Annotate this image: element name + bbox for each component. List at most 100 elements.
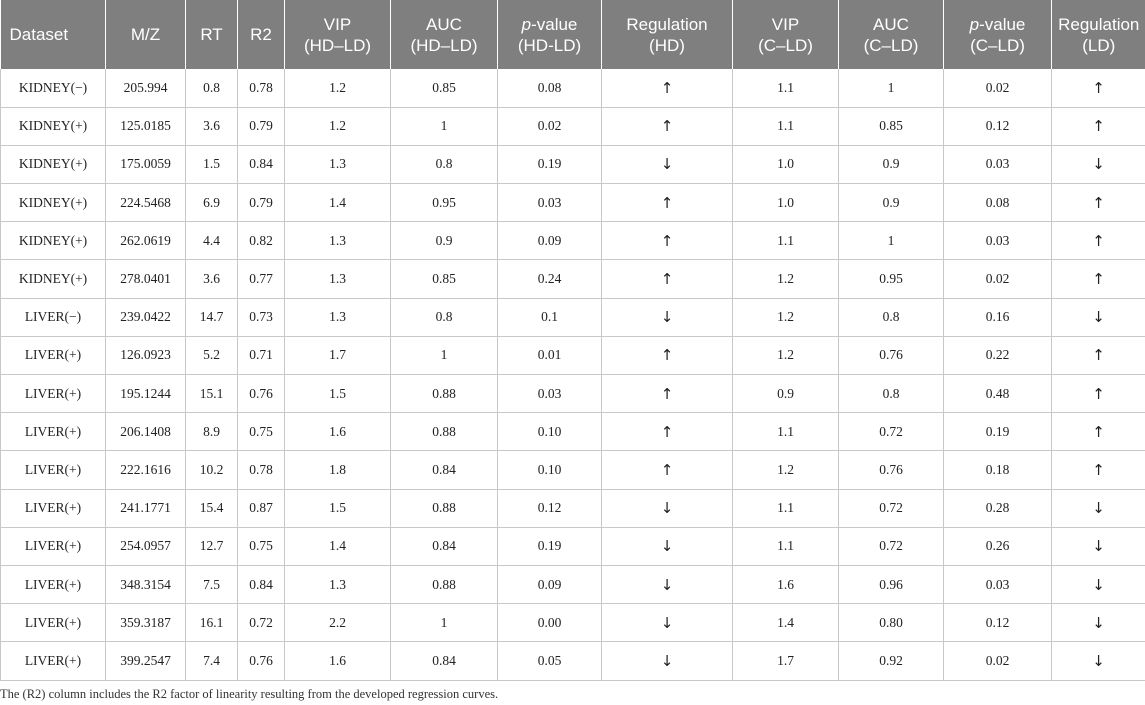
- column-header-7: Regulation (HD): [601, 0, 733, 69]
- table-cell: 0.84: [237, 565, 285, 605]
- table-cell: KIDNEY(+): [0, 107, 106, 146]
- table-cell: 6.9: [185, 183, 238, 223]
- table-cell: LIVER(+): [0, 412, 106, 452]
- table-row: KIDNEY(+) 262.0619 4.4 0.82 1.3 0.9 0.09 ↑ 1.1 1 0…: [0, 221, 1145, 261]
- table-cell: 0.02: [943, 641, 1052, 681]
- table-cell: LIVER(−): [0, 298, 106, 337]
- table-cell: 0.8: [390, 145, 498, 185]
- column-header-5: AUC (HD–LD): [390, 0, 498, 69]
- table-cell: 0.48: [943, 374, 1052, 414]
- table-cell: 0.82: [237, 221, 285, 261]
- table-cell: 0.02: [943, 69, 1052, 108]
- column-header-1: M/Z: [105, 0, 186, 69]
- table-row: KIDNEY(+) 175.0059 1.5 0.84 1.3 0.8 0.19 ↓ 1.0 0.…: [0, 145, 1145, 185]
- table-cell: 1.7: [732, 641, 839, 681]
- table-cell: 0.88: [390, 565, 498, 605]
- data-table: Dataset M/Z RT R2 VIP (HD–LD) AUC (HD–LD) p-valu…: [0, 0, 1145, 681]
- table-cell: 0.10: [497, 412, 602, 452]
- table-cell: 0.76: [237, 641, 285, 681]
- table-cell: 1.5: [284, 489, 391, 528]
- table-cell: LIVER(+): [0, 565, 106, 605]
- table-row: LIVER(+) 206.1408 8.9 0.75 1.6 0.88 0.10 ↑ 1.1 0.…: [0, 412, 1145, 452]
- table-cell: 1.1: [732, 527, 839, 566]
- table-cell: 15.4: [185, 489, 238, 528]
- table-cell: 0.00: [497, 603, 602, 643]
- table-cell: 0.02: [497, 107, 602, 146]
- table-cell: 0.84: [237, 145, 285, 185]
- table-cell: 262.0619: [105, 221, 186, 261]
- column-header-line: (HD): [649, 35, 685, 55]
- table-cell: 0.78: [237, 69, 285, 108]
- table-cell: ↑: [601, 221, 733, 261]
- table-row: KIDNEY(+) 224.5468 6.9 0.79 1.4 0.95 0.03 ↑ 1.0 0…: [0, 183, 1145, 223]
- table-row: LIVER(+) 348.3154 7.5 0.84 1.3 0.88 0.09 ↓ 1.6 0.…: [0, 565, 1145, 605]
- table-cell: 15.1: [185, 374, 238, 414]
- table-cell: 0.95: [838, 259, 944, 299]
- table-cell: 1.5: [284, 374, 391, 414]
- table-cell: 1.0: [732, 183, 839, 223]
- table-cell: 0.73: [237, 298, 285, 337]
- column-header-line: p-value: [969, 14, 1026, 34]
- column-header-line: (LD): [1082, 35, 1116, 55]
- column-header-8: VIP (C–LD): [732, 0, 839, 69]
- column-header-line: Regulation: [1058, 14, 1140, 34]
- table-cell: ↑: [1051, 450, 1145, 490]
- table-cell: 0.95: [390, 183, 498, 223]
- table-cell: 0.9: [732, 374, 839, 414]
- table-cell: ↑: [601, 374, 733, 414]
- table-cell: ↑: [1051, 183, 1145, 223]
- table-cell: 0.85: [390, 259, 498, 299]
- table-cell: ↑: [1051, 107, 1145, 146]
- table-cell: 14.7: [185, 298, 238, 337]
- column-header-3: R2: [237, 0, 285, 69]
- table-cell: LIVER(+): [0, 374, 106, 414]
- table-cell: KIDNEY(+): [0, 259, 106, 299]
- table-cell: ↓: [601, 145, 733, 185]
- table-cell: 1.8: [284, 450, 391, 490]
- table-cell: 0.85: [390, 69, 498, 108]
- table-cell: ↑: [601, 69, 733, 108]
- table-cell: 0.8: [390, 298, 498, 337]
- table-cell: 348.3154: [105, 565, 186, 605]
- table-cell: 0.18: [943, 450, 1052, 490]
- table-cell: 0.12: [943, 603, 1052, 643]
- column-header-2: RT: [185, 0, 238, 69]
- column-header-line: (HD–LD): [303, 35, 372, 55]
- table-cell: 0.96: [838, 565, 944, 605]
- column-header-line: Regulation: [626, 14, 708, 34]
- table-cell: 1.6: [284, 412, 391, 452]
- table-cell: 1.4: [732, 603, 839, 643]
- table-cell: 0.9: [838, 145, 944, 185]
- table-row: LIVER(+) 222.1616 10.2 0.78 1.8 0.84 0.10 ↑ 1.2 0…: [0, 450, 1145, 490]
- table-cell: 0.78: [237, 450, 285, 490]
- table-cell: 7.4: [185, 641, 238, 681]
- table-cell: ↓: [1051, 298, 1145, 337]
- table-cell: 0.01: [497, 336, 602, 376]
- table-cell: ↑: [1051, 221, 1145, 261]
- table-cell: 0.75: [237, 527, 285, 566]
- table-cell: ↓: [601, 565, 733, 605]
- column-header-line: VIP: [771, 14, 800, 34]
- table-cell: 0.79: [237, 107, 285, 146]
- table-cell: 399.2547: [105, 641, 186, 681]
- table-cell: 1.0: [732, 145, 839, 185]
- table-cell: 1: [838, 69, 944, 108]
- table-cell: 1.1: [732, 107, 839, 146]
- column-header-line: (C–LD): [863, 35, 919, 55]
- table-cell: 0.19: [497, 145, 602, 185]
- table-cell: KIDNEY(+): [0, 183, 106, 223]
- table-cell: 0.24: [497, 259, 602, 299]
- table-cell: 0.88: [390, 374, 498, 414]
- table-cell: 0.72: [838, 489, 944, 528]
- column-header-line: Dataset: [9, 25, 69, 44]
- table-cell: 5.2: [185, 336, 238, 376]
- table-cell: ↑: [601, 183, 733, 223]
- table-cell: 224.5468: [105, 183, 186, 223]
- table-row: KIDNEY(−) 205.994 0.8 0.78 1.2 0.85 0.08 ↑ 1.1 1 0…: [0, 69, 1145, 108]
- table-cell: 1.4: [284, 183, 391, 223]
- table-cell: 0.1: [497, 298, 602, 337]
- table-cell: 0.72: [237, 603, 285, 643]
- column-header-line: M/Z: [130, 25, 161, 44]
- table-cell: 0.77: [237, 259, 285, 299]
- table-cell: 241.1771: [105, 489, 186, 528]
